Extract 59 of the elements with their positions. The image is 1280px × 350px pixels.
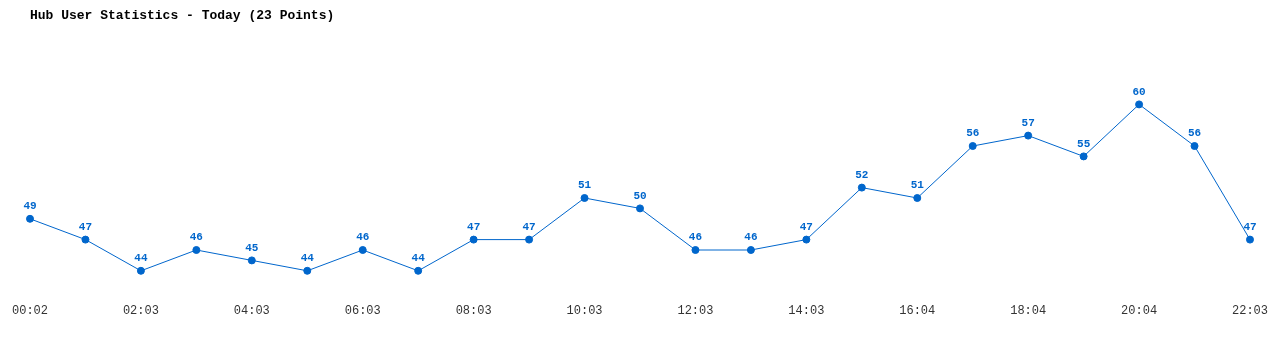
- point: [1135, 100, 1144, 109]
- data-label: 57: [1021, 116, 1035, 129]
- x-tick-label: 12:03: [677, 303, 714, 318]
- point: [636, 204, 644, 213]
- point: [81, 235, 90, 244]
- point: [136, 266, 145, 275]
- data-label: 46: [356, 231, 370, 244]
- data-label: 47: [799, 220, 813, 233]
- data-label: 52: [855, 168, 869, 181]
- data-label: 60: [1132, 85, 1146, 98]
- point: [26, 214, 34, 223]
- x-tick-label: 02:03: [122, 303, 159, 318]
- point: [691, 246, 700, 254]
- data-label: 56: [966, 127, 980, 140]
- x-tick-label: 00:02: [12, 303, 49, 318]
- data-label: 51: [577, 179, 592, 192]
- data-label: 50: [633, 189, 647, 202]
- point: [968, 142, 977, 150]
- point: [746, 246, 755, 254]
- x-tick-label: 04:03: [233, 303, 270, 318]
- data-label: 46: [189, 231, 203, 244]
- data-label: 44: [134, 252, 148, 265]
- data-label: 49: [23, 200, 37, 213]
- data-label: 51: [910, 179, 925, 192]
- data-label: 44: [411, 252, 426, 265]
- x-tick-label: 18:04: [1010, 303, 1047, 318]
- x-tick-label: 14:03: [788, 303, 825, 318]
- point: [358, 246, 367, 254]
- x-tick-label: 10:03: [566, 303, 603, 318]
- x-tick-label: 06:03: [344, 303, 381, 318]
- point: [1190, 142, 1199, 150]
- point: [1246, 235, 1254, 244]
- point: [913, 194, 922, 202]
- data-label: 46: [688, 231, 703, 244]
- point: [1079, 152, 1088, 161]
- data-label: 56: [1187, 127, 1202, 140]
- point: [1024, 131, 1033, 140]
- point: [469, 235, 478, 244]
- chart-title: Hub User Statistics - Today (23 Points): [30, 8, 335, 24]
- data-label: 47: [1243, 220, 1257, 233]
- point: [857, 183, 866, 192]
- data-label: 45: [245, 241, 259, 254]
- x-tick-label: 08:03: [455, 303, 492, 318]
- x-tick-label: 20:04: [1121, 303, 1158, 318]
- point: [192, 246, 201, 254]
- point: [580, 194, 589, 202]
- data-label: 47: [522, 220, 536, 233]
- data-label: 47: [467, 220, 481, 233]
- data-label: 44: [300, 252, 315, 265]
- data-label: 55: [1077, 137, 1091, 150]
- data-label: 47: [78, 220, 93, 233]
- point: [303, 266, 312, 275]
- point: [414, 266, 423, 275]
- point: [802, 235, 811, 244]
- point: [247, 256, 256, 265]
- x-tick-label: 16:04: [899, 303, 936, 318]
- point: [525, 235, 534, 244]
- x-tick-label: 22:03: [1231, 303, 1268, 318]
- data-label: 46: [744, 231, 758, 244]
